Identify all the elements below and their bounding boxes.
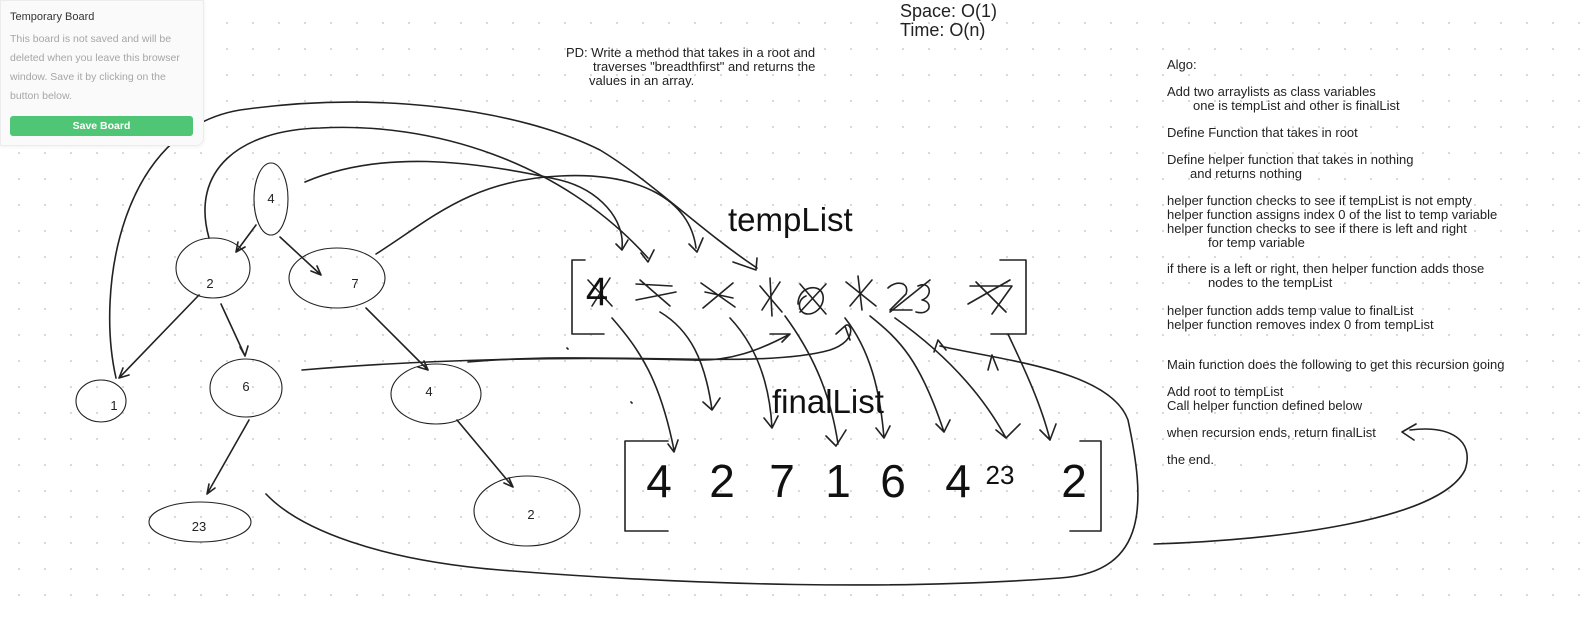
temp-list-value: 2 [984,283,996,308]
node-label: 1 [110,398,117,413]
tree-node-2 [175,237,251,299]
problem-line-1: PD: Write a method that takes in a root … [566,45,816,60]
panel-description: This board is not saved and will be dele… [10,33,180,102]
algo-line: Define helper function that takes in not… [1167,152,1414,167]
temp-list-value: 4 [855,283,867,308]
algo-line: nodes to the tempList [1208,275,1333,290]
tree-node-23 [148,501,252,543]
tree-node-6 [209,358,283,418]
temp-list-label: tempList [728,201,853,238]
problem-line-2: traverses "breadthfirst" and returns the [593,59,816,74]
temp-list-value: 1 [764,283,776,308]
algo-line: helper function checks to see if tempLis… [1167,193,1472,208]
problem-line-3: values in an array. [589,73,695,88]
panel-title: Temporary Board [10,11,95,23]
tree-node-2-leaf [473,475,581,547]
algo-line: and returns nothing [1190,166,1303,181]
algo-line: helper function checks to see if there i… [1167,221,1467,236]
final-list-value: 4 [646,455,672,507]
algo-heading: Algo: [1167,57,1197,72]
temp-list-value: 7 [712,283,724,308]
node-label: 23 [192,519,206,534]
node-label: 2 [527,507,534,522]
temp-list-value: 23 [897,283,921,308]
node-label: 2 [206,276,213,291]
algo-line: Main function does the following to get … [1167,357,1505,372]
final-list-label: finalList [772,383,884,420]
algo-line: helper function assigns index 0 of the l… [1167,207,1498,222]
final-list-value: 4 [945,455,971,507]
final-list-value: 1 [825,455,851,507]
final-list-value: 23 [986,460,1015,490]
space-complexity: Space: O(1) [900,1,998,21]
tree-node-4-root [253,162,289,236]
save-board-button[interactable]: Save Board [10,116,193,136]
algo-line: Call helper function defined below [1167,398,1363,413]
temp-list-value: 4 [586,270,608,314]
algo-line: when recursion ends, return finalList [1167,425,1376,440]
algo-line: helper function adds temp value to final… [1167,303,1414,318]
node-label: 4 [267,191,274,206]
algo-line: Define Function that takes in root [1167,125,1358,140]
algo-line: Add two arraylists as class variables [1167,84,1376,99]
algo-line: for temp variable [1208,235,1305,250]
final-list-value: 6 [880,455,906,507]
time-complexity: Time: O(n) [900,20,986,40]
algo-line: one is tempList and other is finalList [1193,98,1400,113]
temp-list-value: 6 [806,283,818,308]
final-list-value: 2 [709,455,735,507]
node-label: 4 [425,384,432,399]
node-label: 6 [242,379,249,394]
algo-line: Add root to tempList [1167,384,1284,399]
temporary-board-panel: Temporary Board This board is not saved … [0,0,204,146]
node-label: 7 [351,276,358,291]
final-list-value: 2 [1061,455,1087,507]
tree-node-1 [75,379,127,423]
algo-line: the end. [1167,452,1214,467]
algo-line: if there is a left or right, then helper… [1167,261,1485,276]
tree-node-4-right [390,363,482,425]
algo-line: helper function removes index 0 from tem… [1167,317,1434,332]
temp-list-value: 2 [649,283,661,308]
tree-node-7 [288,247,386,309]
final-list-value: 7 [769,455,795,507]
